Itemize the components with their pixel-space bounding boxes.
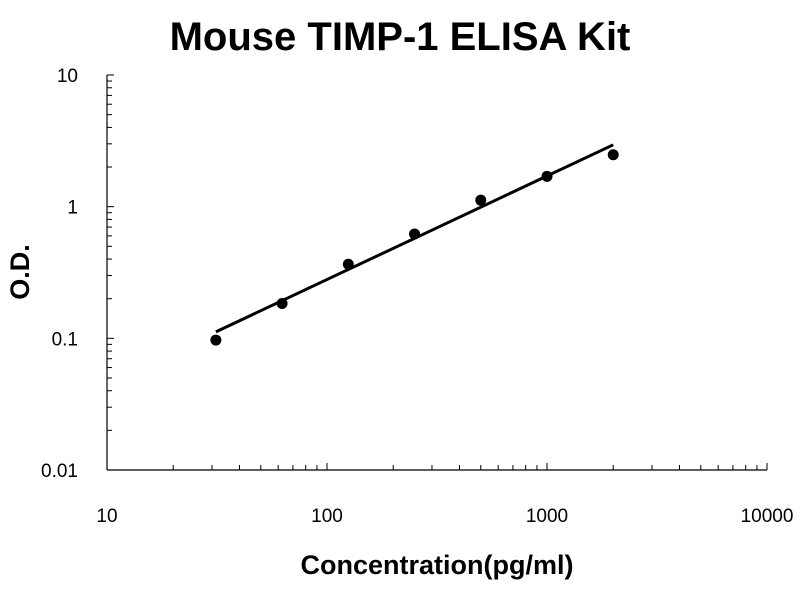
x-tick-label: 100 <box>311 506 343 527</box>
data-points <box>210 149 619 346</box>
y-tick-label: 0.01 <box>41 461 78 482</box>
x-tick-label: 10 <box>96 506 117 527</box>
y-tick-labels: 0.01 0.1 1 10 <box>41 66 78 482</box>
data-point <box>607 149 619 161</box>
axes <box>106 75 767 471</box>
data-point <box>409 228 421 240</box>
x-tick-label: 1000 <box>526 506 568 527</box>
y-ticks <box>107 74 114 471</box>
y-tick-label: 10 <box>57 66 78 87</box>
data-point <box>541 170 553 182</box>
data-point <box>475 194 487 206</box>
x-ticks <box>106 463 768 470</box>
x-tick-labels: 10 100 1000 10000 <box>96 506 793 527</box>
data-point <box>276 297 288 309</box>
y-tick-label: 0.1 <box>52 329 78 350</box>
x-tick-label: 10000 <box>741 506 794 527</box>
chart-title: Mouse TIMP-1 ELISA Kit <box>170 15 631 59</box>
x-axis-label: Concentration(pg/ml) <box>301 550 574 580</box>
y-axis-label: O.D. <box>5 244 35 300</box>
data-point <box>210 334 222 346</box>
y-tick-label: 1 <box>67 198 78 219</box>
data-point <box>342 258 354 270</box>
